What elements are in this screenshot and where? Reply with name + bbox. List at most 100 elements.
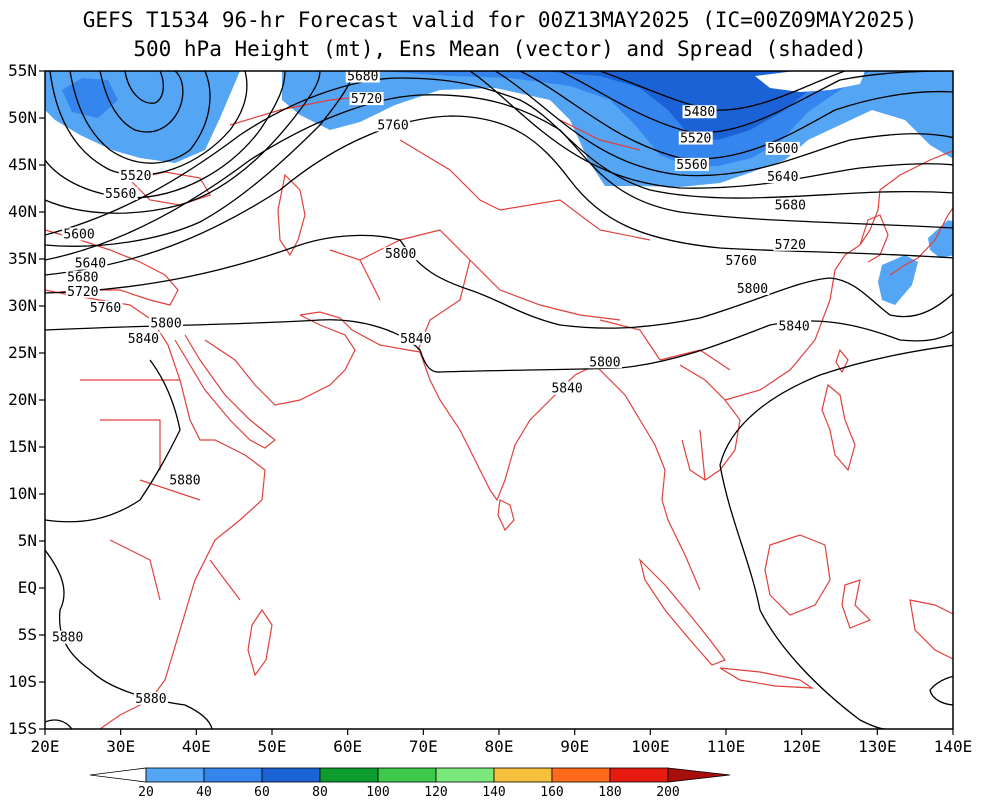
lat-tick-label: 55N xyxy=(8,61,37,80)
colorbar-label: 200 xyxy=(656,785,679,800)
philippines xyxy=(821,383,856,472)
contour-label: 5640 xyxy=(767,170,798,185)
iran-pakistan-coast xyxy=(351,329,421,353)
contour-label: 5800 xyxy=(385,247,416,262)
contour-label-bg xyxy=(765,170,800,184)
lat-tick-label: 40N xyxy=(8,202,37,221)
contour-5600-west xyxy=(45,71,286,199)
lon-tick-label: 120E xyxy=(782,737,821,756)
contour-label-bg xyxy=(682,105,717,119)
contour-label-bg xyxy=(777,319,812,333)
red-sea-coast xyxy=(174,334,276,449)
persian-gulf-coast xyxy=(299,311,353,331)
lon-tick-label: 20E xyxy=(31,737,60,756)
contour-label: 5520 xyxy=(120,169,151,184)
contour-label: 5760 xyxy=(90,301,121,316)
lat-tick-label: 35N xyxy=(8,249,37,268)
contour-label-bg xyxy=(65,284,100,298)
contour-label-bg xyxy=(62,227,97,241)
title-line-1: GEFS T1534 96-hr Forecast valid for 00Z1… xyxy=(83,8,917,32)
contour-label: 5840 xyxy=(551,382,582,397)
contour-label-bg xyxy=(65,270,100,284)
contour-5760-arc xyxy=(45,115,953,276)
contour-5840 xyxy=(45,319,953,373)
contour-label: 5800 xyxy=(150,317,181,332)
colorbar-segment xyxy=(261,767,321,783)
contour-label: 5760 xyxy=(725,254,756,269)
colorbar: 20 40 60 80 100 120 140 160 180 200 xyxy=(89,767,731,800)
contour-label-bg xyxy=(376,118,411,132)
contour-label: 5560 xyxy=(676,158,707,173)
africa-coastline xyxy=(45,289,266,729)
contour-label: 5720 xyxy=(67,285,98,300)
lat-tick-label: 15S xyxy=(8,719,37,738)
contour-label-bg xyxy=(735,281,770,295)
latitude-axis: 55N 50N 45N 40N 35N 30N 25N 20N 15N 10N 5N EQ 5S 10S 1… xyxy=(8,61,45,738)
colorbar-label: 180 xyxy=(598,785,621,800)
colorbar-segment xyxy=(203,767,263,783)
contour-label-bg xyxy=(88,300,123,314)
colorbar-label: 20 xyxy=(138,785,154,800)
contour-5880-west xyxy=(45,359,181,523)
lon-tick-label: 100E xyxy=(631,737,670,756)
contour-label: 5880 xyxy=(169,474,200,489)
contour-label-bg xyxy=(674,157,709,171)
contour-label: 5640 xyxy=(75,257,106,272)
bay-of-bengal-coast xyxy=(594,364,701,591)
political-borders xyxy=(80,94,731,601)
contour-5720-arc xyxy=(45,94,953,261)
contour-5880-east xyxy=(719,344,953,466)
contour-label-bg xyxy=(103,187,138,201)
lat-tick-label: 15N xyxy=(8,437,37,456)
contour-label-bg xyxy=(133,691,168,705)
contour-5880-east-south xyxy=(719,464,886,729)
lat-tick-label: 45N xyxy=(8,155,37,174)
colorbar-low-triangle xyxy=(89,767,147,783)
contour-label-bg xyxy=(773,198,808,212)
contour-5680-arc xyxy=(45,77,953,236)
lon-tick-label: 40E xyxy=(182,737,211,756)
lon-tick-label: 140E xyxy=(934,737,973,756)
map-plot-area: 5680572057605480552055605600564056805720… xyxy=(45,70,953,729)
contour-5480-west-a xyxy=(99,71,184,133)
china-coast xyxy=(724,150,953,401)
contour-label-bg xyxy=(349,92,384,106)
longitude-axis: 20E 30E 40E 50E 60E 70E 80E 90E 100E 110E 120E 130E… xyxy=(31,729,973,756)
contour-label: 5800 xyxy=(737,282,768,297)
contour-label: 5880 xyxy=(52,631,83,646)
sulawesi xyxy=(841,579,872,629)
colorbar-segment xyxy=(609,767,669,783)
lat-tick-label: 25N xyxy=(8,343,37,362)
lat-tick-label: 5S xyxy=(18,625,37,644)
contour-5880-southwest xyxy=(45,549,213,729)
contour-label-bg xyxy=(398,331,433,345)
contour-label: 5480 xyxy=(684,105,715,120)
contour-5640-east xyxy=(469,71,953,189)
contour-label-bg xyxy=(167,473,202,487)
colorbar-high-triangle xyxy=(667,767,731,783)
colorbar-segment xyxy=(551,767,611,783)
lon-tick-label: 110E xyxy=(707,737,746,756)
contour-label: 5680 xyxy=(67,271,98,286)
contour-label-bg xyxy=(678,131,713,145)
contour-label: 5880 xyxy=(135,692,166,707)
lat-tick-label: 10N xyxy=(8,484,37,503)
colorbar-segment xyxy=(377,767,437,783)
colorbar-label: 160 xyxy=(540,785,563,800)
japan-islands xyxy=(889,206,953,276)
arabian-peninsula-coast xyxy=(204,314,356,406)
contour-label: 5600 xyxy=(767,142,798,157)
contour-label: 5680 xyxy=(347,70,378,85)
height-contours xyxy=(45,71,953,729)
contour-label-bg xyxy=(765,141,800,155)
contour-label-bg xyxy=(50,630,85,644)
colorbar-label: 40 xyxy=(196,785,212,800)
contour-label: 5720 xyxy=(351,92,382,107)
lon-tick-label: 80E xyxy=(485,737,514,756)
contour-5880-corner xyxy=(45,719,73,729)
mediterranean-coast xyxy=(45,229,179,306)
contour-5680-west xyxy=(45,71,356,247)
colorbar-label: 60 xyxy=(254,785,270,800)
